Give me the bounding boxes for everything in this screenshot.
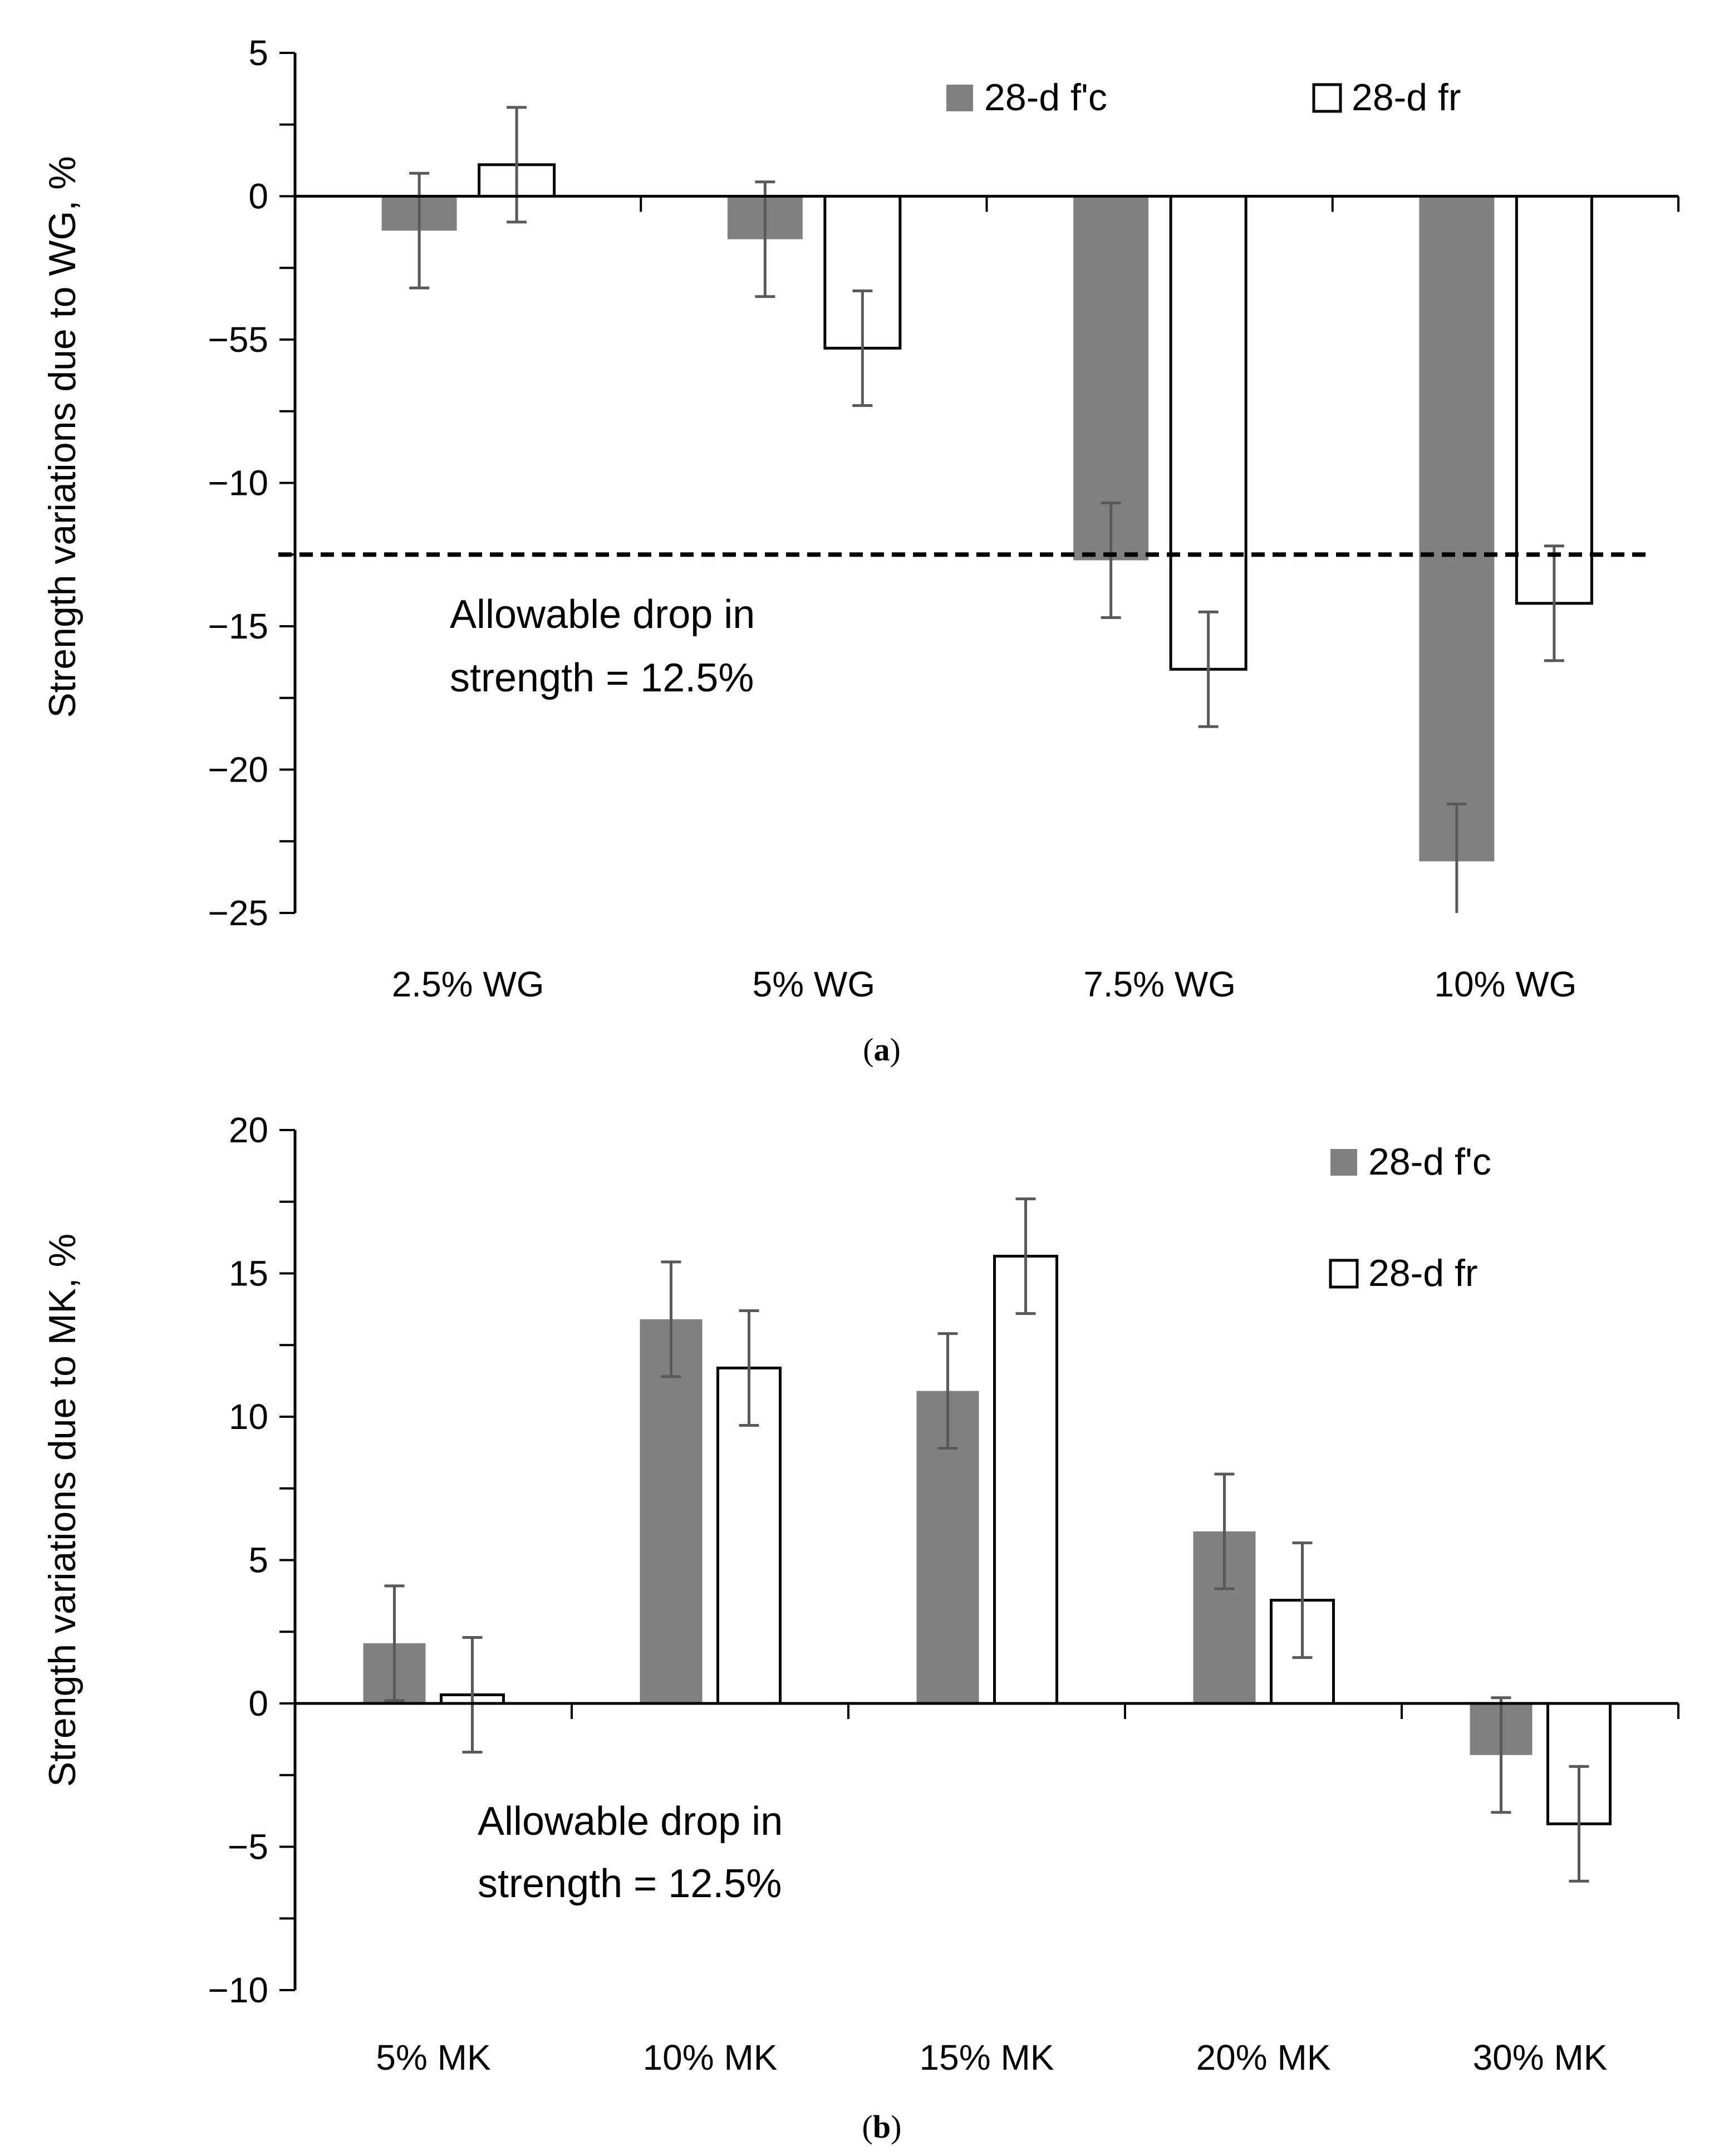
- panel-a-annotation-line2: strength = 12.5%: [450, 656, 754, 700]
- x-category-label: 20% MK: [1196, 2037, 1331, 2078]
- y-tick-label: −10: [208, 1970, 268, 2010]
- y-tick-label: 0: [248, 1683, 268, 1723]
- panel-a-legend-swatch-fr: [1312, 83, 1342, 113]
- bar-fc: [1073, 196, 1149, 561]
- panel-b-legend: 28-d f'c 28-d fr: [1329, 1141, 1491, 1294]
- x-category-label: 30% MK: [1473, 2037, 1608, 2078]
- panel-a-error-bars: [409, 106, 1564, 913]
- panel-b-legend-label-fc: 28-d f'c: [1368, 1141, 1491, 1183]
- panel-b-category-labels: 5% MK 10% MK 15% MK 20% MK 30% MK: [376, 2037, 1607, 2078]
- panel-b-annotation-line1: Allowable drop in: [478, 1799, 783, 1844]
- y-tick-label: −20: [208, 750, 268, 790]
- panel-b-y-axis-title: Strength variations due to MK, %: [41, 1234, 84, 1787]
- panel-a-legend-swatch-fc: [946, 85, 973, 111]
- panel-a-legend: 28-d f'c 28-d fr: [946, 76, 1461, 119]
- panel-b-label: (b): [862, 2109, 902, 2145]
- y-tick-label: 0: [248, 176, 268, 217]
- bar-fr: [993, 1255, 1058, 1705]
- y-tick-label: −10: [208, 463, 268, 503]
- y-tick-label: −15: [208, 606, 268, 646]
- y-tick-label: −55: [208, 320, 268, 360]
- panel-a-chart: 5 0 −55 −10 −15 −20 −25 2.5% WG 5% WG 7.5% WG 10%…: [41, 33, 1679, 1068]
- panel-a-legend-label-fr: 28-d fr: [1352, 76, 1461, 119]
- y-tick-label: 5: [248, 1540, 268, 1580]
- x-category-label: 10% MK: [643, 2037, 778, 2078]
- y-tick-label: −25: [208, 893, 268, 933]
- bar-fc: [640, 1319, 703, 1703]
- panel-b-ticks: 20 15 10 5 0 −5 −10: [208, 1110, 1679, 2010]
- y-tick-label: 5: [248, 33, 268, 73]
- y-tick-label: 10: [229, 1397, 268, 1437]
- x-category-label: 7.5% WG: [1083, 964, 1236, 1004]
- x-category-label: 15% MK: [920, 2037, 1054, 2078]
- panel-b-legend-label-fr: 28-d fr: [1368, 1252, 1478, 1294]
- panel-a-y-axis-title: Strength variations due to WG, %: [41, 156, 84, 718]
- panel-b-annotation-line2: strength = 12.5%: [478, 1862, 782, 1906]
- panel-b-chart: 20 15 10 5 0 −5 −10 5% MK 10% MK 15% MK 20% MK 30%…: [41, 1110, 1679, 2145]
- panel-a-label: (a): [863, 1032, 901, 1068]
- y-tick-label: 15: [229, 1254, 268, 1294]
- x-category-label: 5% WG: [753, 964, 875, 1004]
- x-category-label: 2.5% WG: [392, 964, 544, 1004]
- y-tick-label: −5: [228, 1827, 268, 1867]
- y-tick-label: 20: [229, 1110, 268, 1150]
- panel-a-annotation-line1: Allowable drop in: [450, 592, 755, 637]
- bar-fc: [1419, 196, 1495, 862]
- bar-fr: [1169, 195, 1247, 671]
- x-category-label: 10% WG: [1434, 964, 1576, 1004]
- panel-b-legend-swatch-fr: [1329, 1259, 1359, 1289]
- panel-a-legend-label-fc: 28-d f'c: [984, 76, 1107, 119]
- panel-b-bars: [363, 1255, 1612, 1825]
- panel-a-category-labels: 2.5% WG 5% WG 7.5% WG 10% WG: [392, 964, 1577, 1004]
- x-category-label: 5% MK: [376, 2037, 490, 2078]
- panel-a-bars: [381, 163, 1593, 862]
- bar-fr: [1515, 195, 1593, 605]
- panel-b-error-bars: [384, 1197, 1589, 1883]
- panel-b-legend-swatch-fc: [1330, 1149, 1357, 1176]
- panel-a-ticks: 5 0 −55 −10 −15 −20 −25: [208, 33, 1679, 933]
